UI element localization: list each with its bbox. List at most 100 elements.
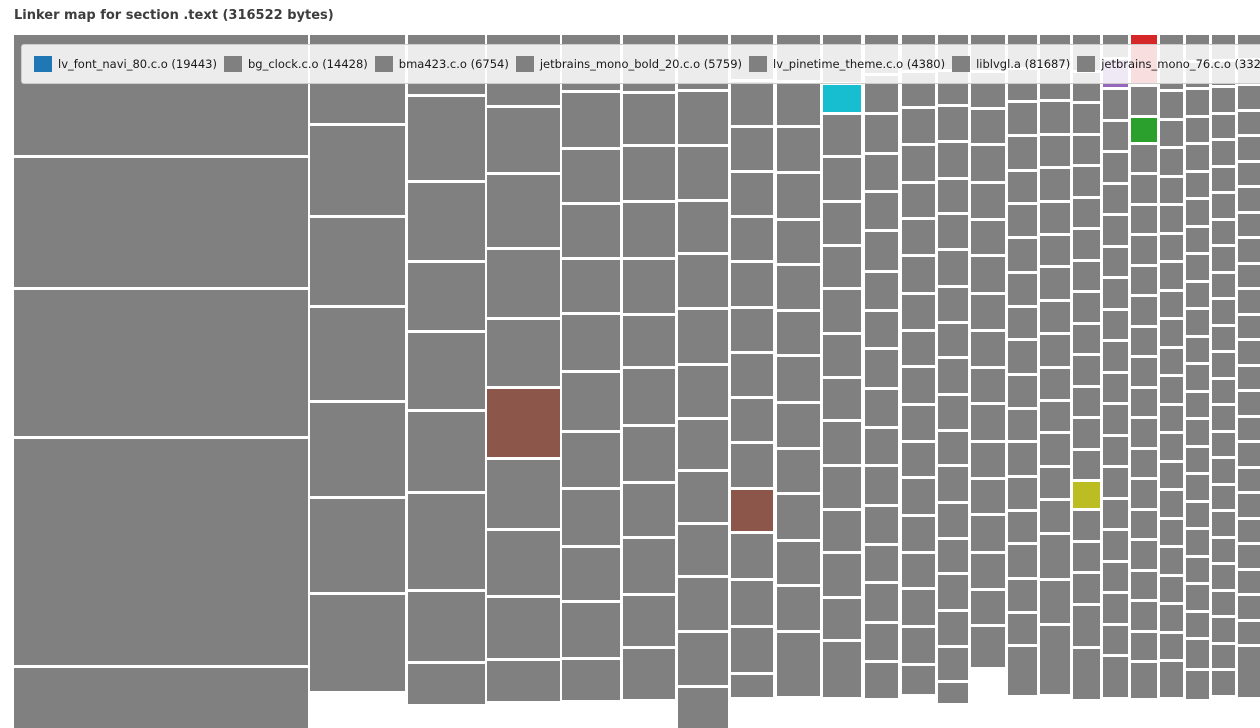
treemap-cell [1238, 239, 1260, 262]
treemap-cell [1103, 90, 1128, 119]
treemap-cell [1073, 388, 1100, 416]
treemap-cell [938, 683, 968, 703]
treemap-cell [310, 595, 405, 691]
treemap-cell [902, 257, 935, 292]
treemap-cell [1238, 622, 1260, 644]
treemap-cell [1073, 451, 1100, 479]
treemap-cell [1160, 206, 1183, 232]
treemap-cell [1160, 92, 1183, 118]
treemap-cell [1040, 501, 1070, 532]
treemap-cell [971, 627, 1005, 667]
treemap-cell [678, 255, 728, 307]
treemap-cell [823, 335, 861, 376]
treemap-cell [971, 295, 1005, 329]
legend-label: jetbrains_mono_76.c.o (3321) [1101, 57, 1260, 71]
treemap-cell [1103, 374, 1128, 402]
treemap-cell [1103, 405, 1128, 434]
treemap-cell [1160, 121, 1183, 146]
treemap-cell [408, 664, 485, 704]
treemap-cell [408, 97, 485, 180]
treemap-cell [1103, 563, 1128, 591]
treemap-cell [1212, 353, 1235, 377]
treemap-cell [678, 202, 728, 252]
treemap-cell [731, 82, 773, 125]
treemap-cell [1160, 634, 1183, 659]
treemap-cell [408, 333, 485, 409]
treemap-cell [865, 155, 898, 190]
treemap-cell [777, 633, 820, 696]
treemap-cell [1103, 437, 1128, 465]
treemap-cell [1212, 618, 1235, 642]
treemap-cell [1008, 410, 1037, 440]
treemap-cell [14, 290, 308, 436]
treemap-cell [562, 315, 620, 370]
treemap-cell [731, 173, 773, 215]
treemap-cell [562, 150, 620, 202]
treemap-cell [971, 554, 1005, 588]
treemap-cell [678, 578, 728, 630]
treemap-cell [777, 495, 820, 539]
treemap-cell [1212, 512, 1235, 536]
treemap-cell [1073, 104, 1100, 133]
treemap-cell [823, 115, 861, 155]
treemap-cell [938, 396, 968, 429]
treemap-cell [1212, 406, 1235, 430]
treemap-cell [487, 460, 560, 528]
treemap-cell [731, 399, 773, 441]
treemap-cell [1186, 585, 1209, 610]
treemap-cell [1160, 235, 1183, 260]
treemap-cell [731, 534, 773, 578]
treemap-cell [1103, 311, 1128, 339]
treemap-cell [1040, 169, 1070, 200]
treemap-cell [902, 517, 935, 551]
treemap-cell [731, 354, 773, 396]
treemap-cell [823, 290, 861, 332]
treemap-cell [1212, 486, 1235, 509]
treemap-cell [865, 115, 898, 152]
treemap-cell [1238, 545, 1260, 568]
treemap-cell [938, 359, 968, 393]
treemap-cell [1073, 649, 1100, 699]
treemap-cell [1131, 663, 1157, 698]
treemap-cell [1238, 494, 1260, 517]
treemap-cell [938, 575, 968, 609]
treemap-cell [902, 443, 935, 476]
treemap-cell [1131, 389, 1157, 416]
treemap-cell [678, 420, 728, 469]
treemap-cell [1160, 406, 1183, 431]
treemap-cell [1103, 342, 1128, 371]
treemap-cell [902, 628, 935, 663]
treemap-cell [1238, 367, 1260, 389]
treemap-cell [562, 660, 620, 700]
treemap-cell [865, 467, 898, 504]
treemap-cell [1160, 292, 1183, 317]
treemap-cell [902, 220, 935, 254]
treemap-cell [865, 584, 898, 621]
treemap-cell [1040, 203, 1070, 233]
treemap-cell [1103, 216, 1128, 245]
treemap-cell [1160, 149, 1183, 175]
treemap-cell [623, 260, 675, 313]
treemap-cell [1238, 112, 1260, 134]
treemap-cell [1103, 500, 1128, 528]
treemap-cell [865, 546, 898, 581]
treemap-cell [1160, 662, 1183, 697]
treemap-cell [1186, 200, 1209, 225]
legend-item: lv_pinetime_theme.c.o (4380) [749, 56, 945, 72]
treemap-cell [1238, 596, 1260, 619]
treemap-cell [1008, 512, 1037, 542]
treemap-cell [971, 146, 1005, 181]
treemap-cell [1040, 302, 1070, 332]
treemap-cell [1040, 468, 1070, 498]
treemap-cell [1073, 356, 1100, 385]
treemap-cell [1008, 545, 1037, 577]
treemap-cell [777, 404, 820, 447]
treemap-cell [1186, 613, 1209, 637]
treemap-cell [731, 128, 773, 170]
treemap-cell [823, 422, 861, 464]
treemap-cell [1212, 221, 1235, 244]
treemap-cell [1212, 300, 1235, 324]
treemap-cell [1103, 626, 1128, 654]
treemap-cell [1212, 88, 1235, 112]
treemap-cell [823, 511, 861, 551]
